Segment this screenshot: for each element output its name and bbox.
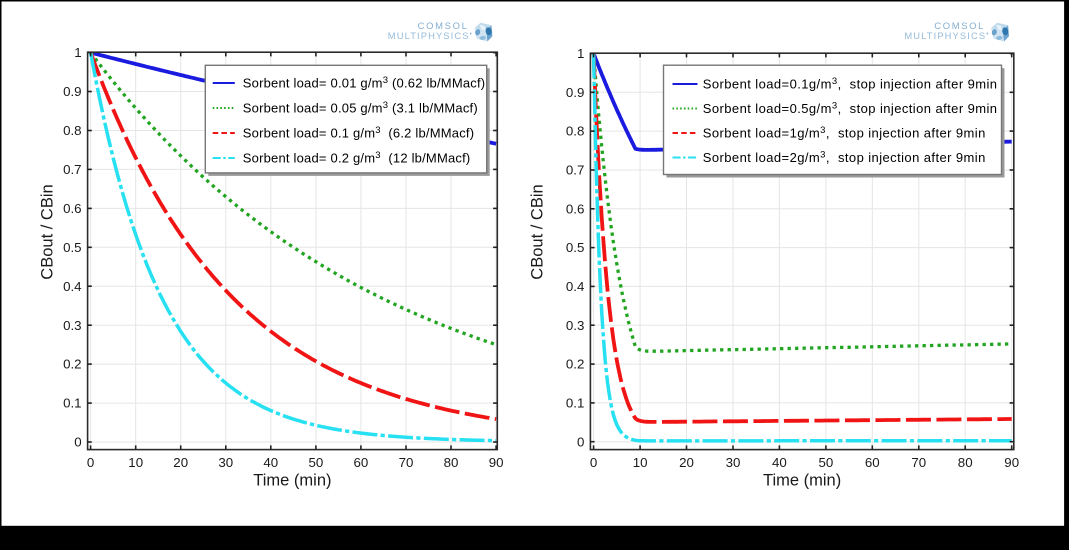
- svg-text:0.1: 0.1: [63, 396, 82, 411]
- svg-text:COMSOL: COMSOL: [934, 20, 985, 31]
- svg-text:0.7: 0.7: [566, 163, 585, 178]
- svg-text:0.3: 0.3: [566, 318, 585, 333]
- svg-text:MULTIPHYSICS: MULTIPHYSICS: [904, 30, 986, 41]
- svg-text:0: 0: [87, 455, 94, 470]
- svg-text:10: 10: [128, 455, 143, 470]
- svg-text:20: 20: [173, 455, 188, 470]
- svg-text:CBout / CBin: CBout / CBin: [38, 184, 56, 279]
- svg-text:0: 0: [590, 455, 597, 470]
- svg-text:COMSOL: COMSOL: [418, 20, 469, 31]
- svg-text:Sorbent load= 0.1 g/m3 (6.2 l: Sorbent load= 0.1 g/m3 (6.2 lb/MMacf): [243, 125, 474, 141]
- svg-text:Sorbent load= 0.01 g/m3 (0.62: Sorbent load= 0.01 g/m3 (0.62 lb/MMacf): [243, 75, 486, 91]
- svg-text:Time (min): Time (min): [763, 472, 841, 490]
- svg-text:40: 40: [772, 455, 787, 470]
- svg-text:0: 0: [74, 435, 81, 450]
- svg-text:Sorbent load=0.1g/m3, stop in: Sorbent load=0.1g/m3, stop injection aft…: [703, 76, 998, 92]
- svg-text:Sorbent load=2g/m3, stop inje: Sorbent load=2g/m3, stop injection after…: [703, 149, 986, 165]
- svg-text:30: 30: [726, 455, 741, 470]
- svg-text:0.9: 0.9: [63, 84, 82, 99]
- svg-text:50: 50: [309, 455, 324, 470]
- svg-text:CBout / CBin: CBout / CBin: [529, 184, 547, 279]
- svg-text:1: 1: [577, 46, 584, 61]
- svg-text:70: 70: [911, 455, 926, 470]
- svg-text:Sorbent load= 0.2 g/m3 (12 lb: Sorbent load= 0.2 g/m3 (12 lb/MMacf): [243, 150, 471, 166]
- svg-text:50: 50: [819, 455, 834, 470]
- svg-text:0.8: 0.8: [63, 123, 82, 138]
- svg-text:40: 40: [263, 455, 278, 470]
- svg-text:0.2: 0.2: [566, 357, 585, 372]
- svg-text:MULTIPHYSICS: MULTIPHYSICS: [388, 30, 470, 41]
- svg-text:Sorbent load=0.5g/m3, stop in: Sorbent load=0.5g/m3, stop injection aft…: [703, 100, 998, 116]
- svg-text:0.4: 0.4: [566, 279, 585, 294]
- svg-text:1: 1: [74, 45, 81, 60]
- svg-text:0.9: 0.9: [566, 85, 585, 100]
- svg-text:0.4: 0.4: [63, 279, 82, 294]
- svg-text:0.1: 0.1: [566, 396, 585, 411]
- svg-text:0.6: 0.6: [566, 201, 585, 216]
- svg-text:Sorbent load=1g/m3, stop inje: Sorbent load=1g/m3, stop injection after…: [703, 125, 986, 141]
- svg-text:30: 30: [218, 455, 233, 470]
- svg-text:70: 70: [399, 455, 414, 470]
- svg-text:80: 80: [444, 455, 459, 470]
- svg-text:0.3: 0.3: [63, 318, 82, 333]
- svg-text:Sorbent load= 0.05 g/m3 (3.1 l: Sorbent load= 0.05 g/m3 (3.1 lb/MMacf): [243, 100, 478, 116]
- svg-text:0.8: 0.8: [566, 124, 585, 139]
- svg-text:0.6: 0.6: [63, 201, 82, 216]
- svg-text:0.7: 0.7: [63, 162, 82, 177]
- svg-text:10: 10: [633, 455, 648, 470]
- svg-text:0: 0: [577, 434, 584, 449]
- svg-text:60: 60: [354, 455, 369, 470]
- svg-text:0.5: 0.5: [63, 240, 82, 255]
- svg-text:0.2: 0.2: [63, 357, 82, 372]
- svg-text:Time (min): Time (min): [253, 472, 331, 490]
- svg-text:90: 90: [489, 455, 504, 470]
- svg-text:60: 60: [865, 455, 880, 470]
- svg-text:80: 80: [958, 455, 973, 470]
- svg-text:90: 90: [1004, 455, 1019, 470]
- svg-text:0.5: 0.5: [566, 240, 585, 255]
- svg-text:20: 20: [679, 455, 694, 470]
